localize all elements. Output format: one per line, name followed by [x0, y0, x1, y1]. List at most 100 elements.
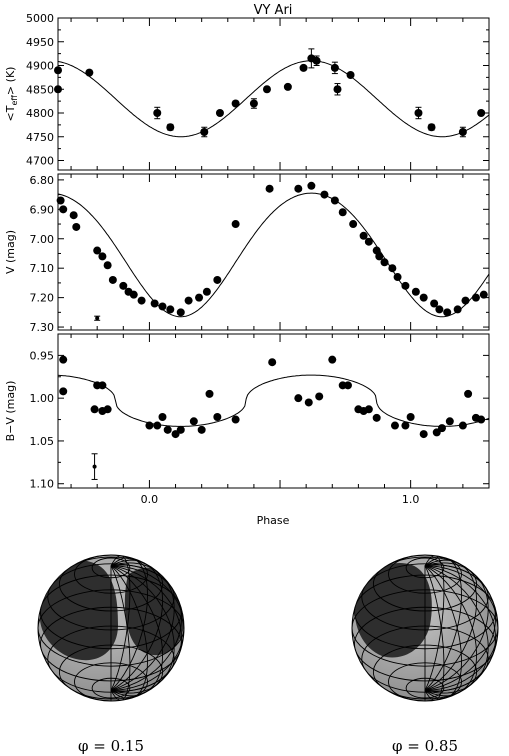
data-point [419, 293, 428, 302]
ytick-label: 6.80 [30, 174, 55, 187]
panel-bv-frame [57, 333, 490, 489]
data-point [195, 293, 204, 302]
data-point [375, 252, 384, 261]
vmag-ylabel: V (mag) [4, 230, 17, 274]
ytick-label: 4700 [26, 155, 54, 168]
data-point [166, 123, 175, 132]
panel-vmag-frame [57, 173, 490, 331]
data-point [427, 123, 436, 132]
data-point [59, 205, 68, 214]
ytick-label: 7.20 [30, 292, 55, 305]
data-point [411, 287, 420, 296]
model-curve [57, 60, 490, 138]
longitude-line [424, 564, 496, 691]
data-point [150, 299, 159, 308]
data-point [461, 296, 470, 305]
data-point [69, 211, 78, 220]
panel-teff-data [54, 48, 490, 138]
panel-vmag-data [56, 181, 490, 321]
data-point [215, 109, 224, 117]
panel-bv-data [57, 355, 490, 480]
data-point [93, 246, 102, 255]
longitude-line [424, 565, 462, 699]
sphere-label-085: φ = 0.85 [392, 737, 458, 755]
panel-bv-ticks: 0.95 1.00 1.05 1.10 0.0 1.0 [30, 334, 490, 506]
data-point [307, 181, 316, 190]
longitude-line [110, 565, 164, 697]
data-point [153, 421, 162, 430]
longitude-line [110, 562, 175, 691]
data-point [294, 394, 303, 403]
data-point [364, 405, 373, 414]
data-point [189, 417, 198, 426]
data-point [315, 392, 324, 401]
data-point [437, 424, 446, 433]
panel-vmag: 6.80 6.90 7.00 7.10 7.20 7.30 V (mag) [4, 173, 490, 334]
data-point [268, 358, 277, 367]
model-curve [57, 374, 490, 427]
data-point [359, 231, 368, 240]
data-point [328, 355, 337, 364]
ytick-label: 4900 [26, 60, 54, 73]
longitude-line [110, 555, 131, 691]
ytick-label: 4800 [26, 107, 54, 120]
data-point [443, 308, 452, 317]
data-point [103, 261, 112, 270]
model-curve [57, 192, 490, 318]
ytick-label: 4850 [26, 83, 54, 96]
data-point [338, 208, 347, 217]
data-point [129, 290, 138, 299]
data-point [166, 305, 175, 314]
longitude-line [110, 564, 182, 691]
data-point [176, 308, 185, 317]
data-point [458, 421, 467, 430]
data-point [406, 412, 415, 421]
ytick-label: 5000 [26, 12, 54, 25]
data-point [333, 85, 342, 94]
data-point [137, 296, 146, 305]
data-point [265, 184, 274, 193]
data-point [85, 68, 94, 77]
data-point [294, 184, 303, 193]
data-point [445, 417, 454, 426]
data-point [346, 71, 355, 79]
data-point [249, 99, 258, 108]
data-point [184, 296, 193, 305]
data-point [364, 237, 373, 246]
data-point [59, 387, 68, 396]
panel-bv: 0.95 1.00 1.05 1.10 0.0 1.0 B−V (mag) Phase [4, 333, 490, 527]
ytick-label: 1.10 [30, 478, 55, 491]
data-point [176, 425, 185, 434]
typical-error-point [92, 464, 97, 469]
xtick-label: 1.0 [402, 493, 420, 506]
data-point [401, 421, 410, 430]
data-point [72, 222, 81, 231]
longitude-line [110, 565, 184, 691]
data-point [119, 281, 128, 290]
data-point [343, 381, 352, 390]
phase-xlabel: Phase [257, 514, 290, 527]
ytick-label: 4950 [26, 36, 54, 49]
xtick-label: 0.0 [141, 493, 159, 506]
data-point [163, 425, 172, 434]
ytick-label: 1.00 [30, 392, 55, 405]
data-point [98, 252, 107, 261]
data-point [103, 405, 112, 414]
data-point [372, 413, 381, 422]
teff-ylabel: <Teff> (K) [4, 67, 19, 122]
data-point [464, 389, 473, 398]
typical-error-point [95, 316, 100, 321]
panel-teff-frame [57, 17, 490, 171]
data-point [401, 281, 410, 290]
data-point [205, 389, 214, 398]
data-point [54, 85, 62, 94]
data-point [283, 82, 292, 91]
data-point [419, 430, 428, 439]
ytick-label: 7.30 [30, 321, 55, 334]
data-point [299, 63, 308, 72]
data-point [153, 109, 162, 117]
sphere-grid [352, 555, 498, 701]
longitude-line [424, 565, 498, 691]
data-point [59, 355, 68, 364]
